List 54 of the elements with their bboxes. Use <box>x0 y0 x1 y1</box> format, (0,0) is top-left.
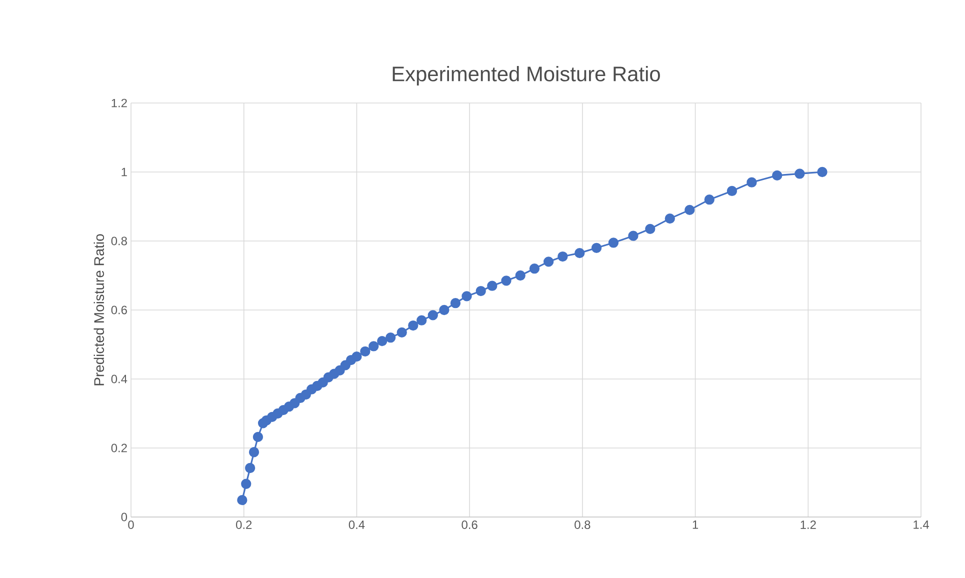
point <box>684 204 695 216</box>
point <box>352 351 362 362</box>
y-tick-label: 0.6 <box>111 306 127 314</box>
y-tick-label: 1 <box>122 168 127 176</box>
point <box>408 320 418 331</box>
x-tick-label: 1 <box>692 520 698 529</box>
point <box>574 248 585 258</box>
point <box>664 213 675 224</box>
x-tick-label: 0.8 <box>574 520 590 529</box>
point <box>237 495 248 506</box>
point <box>252 432 264 442</box>
point <box>543 256 554 267</box>
point <box>428 310 438 320</box>
point <box>396 327 407 338</box>
point <box>248 447 260 458</box>
x-tick-label: 0.6 <box>462 520 478 529</box>
point <box>628 230 638 241</box>
point <box>368 341 379 352</box>
point <box>794 168 805 179</box>
point <box>726 186 738 196</box>
point <box>377 336 388 346</box>
point <box>462 291 472 302</box>
point <box>439 304 450 316</box>
point <box>772 170 782 181</box>
point <box>241 478 252 489</box>
point <box>704 194 714 205</box>
y-tick-label: 0.8 <box>111 236 127 246</box>
point <box>515 270 526 281</box>
x-tick-label: 0.4 <box>348 520 365 529</box>
chart-title: Experimented Moisture Ratio <box>392 66 660 86</box>
x-tick-label: 1.4 <box>914 520 929 529</box>
x-tick-label: 0.2 <box>236 520 252 529</box>
point <box>360 346 370 356</box>
point <box>244 462 256 474</box>
point <box>450 298 461 308</box>
point <box>746 177 757 188</box>
x-tick-label: 1.2 <box>800 520 816 529</box>
y-tick-label: 1.2 <box>112 98 127 108</box>
y-tick-label: 0 <box>121 512 128 522</box>
y-tick-label: 0.2 <box>111 444 127 452</box>
point <box>385 332 396 343</box>
point <box>476 286 486 296</box>
point <box>645 224 656 234</box>
point <box>529 264 540 274</box>
y-axis-title: Predicted Moisture Ratio <box>94 234 104 386</box>
point <box>487 280 498 291</box>
point <box>817 166 828 178</box>
point <box>416 315 427 326</box>
point <box>501 276 512 286</box>
point <box>558 251 568 262</box>
point <box>608 238 619 248</box>
y-tick-label: 0.4 <box>111 374 128 384</box>
point <box>591 242 602 253</box>
x-tick-label: 0 <box>128 520 134 529</box>
